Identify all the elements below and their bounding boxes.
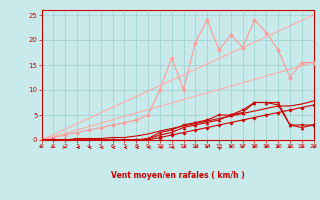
X-axis label: Vent moyen/en rafales ( km/h ): Vent moyen/en rafales ( km/h ) [111, 171, 244, 180]
